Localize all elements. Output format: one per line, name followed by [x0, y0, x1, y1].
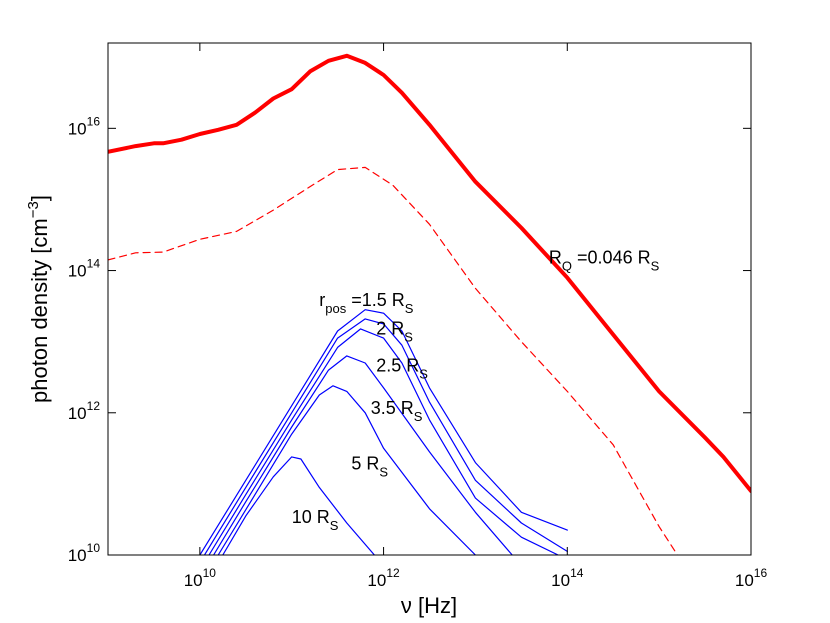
curve-label-r25: 2.5 RS — [376, 356, 428, 382]
x-tick-label: 1010 — [184, 566, 217, 590]
series-line-5 — [213, 355, 513, 555]
x-tick-label: 1016 — [735, 566, 768, 590]
axes-frame — [107, 42, 752, 556]
y-axis-label-main: photon density [cm — [27, 218, 52, 403]
series-line-4 — [208, 328, 559, 555]
y-tick-label: 1012 — [68, 399, 101, 423]
y-axis-label-close: ] — [27, 195, 52, 201]
curve-label-r15: rpos =1.5 RS — [319, 290, 414, 316]
curve-label-r10: 10 RS — [292, 507, 339, 533]
series-line-7 — [222, 456, 375, 555]
curve-label-rq: RQ =0.046 RS — [549, 247, 660, 273]
tick-layer: 1010 1012 1014 1016 1010 1012 1014 1016 — [68, 43, 768, 590]
series-line-6 — [217, 385, 476, 555]
y-axis-label-exponent: −3 — [25, 201, 42, 218]
curve-label-r5: 5 RS — [351, 454, 388, 480]
x-tick-label: 1012 — [367, 566, 400, 590]
annotation-layer: RQ =0.046 RS rpos =1.5 RS 2 RS 2.5 RS 3.5 RS… — [292, 247, 660, 533]
series-line-2 — [199, 309, 568, 555]
y-tick-label: 1016 — [68, 114, 101, 138]
curve-label-r2: 2 RS — [376, 319, 413, 345]
y-axis-label: photon density [cm−3] — [25, 195, 52, 403]
x-axis-label: ν [Hz] — [401, 593, 457, 618]
y-tick-label: 1014 — [68, 257, 101, 281]
series-line-0 — [108, 53, 751, 493]
x-tick-label: 1014 — [551, 566, 584, 590]
series-layer — [108, 53, 751, 555]
curve-label-r35: 3.5 RS — [371, 398, 423, 424]
series-line-3 — [203, 318, 568, 555]
series-line-1 — [108, 166, 679, 555]
y-tick-label: 1010 — [68, 541, 101, 565]
